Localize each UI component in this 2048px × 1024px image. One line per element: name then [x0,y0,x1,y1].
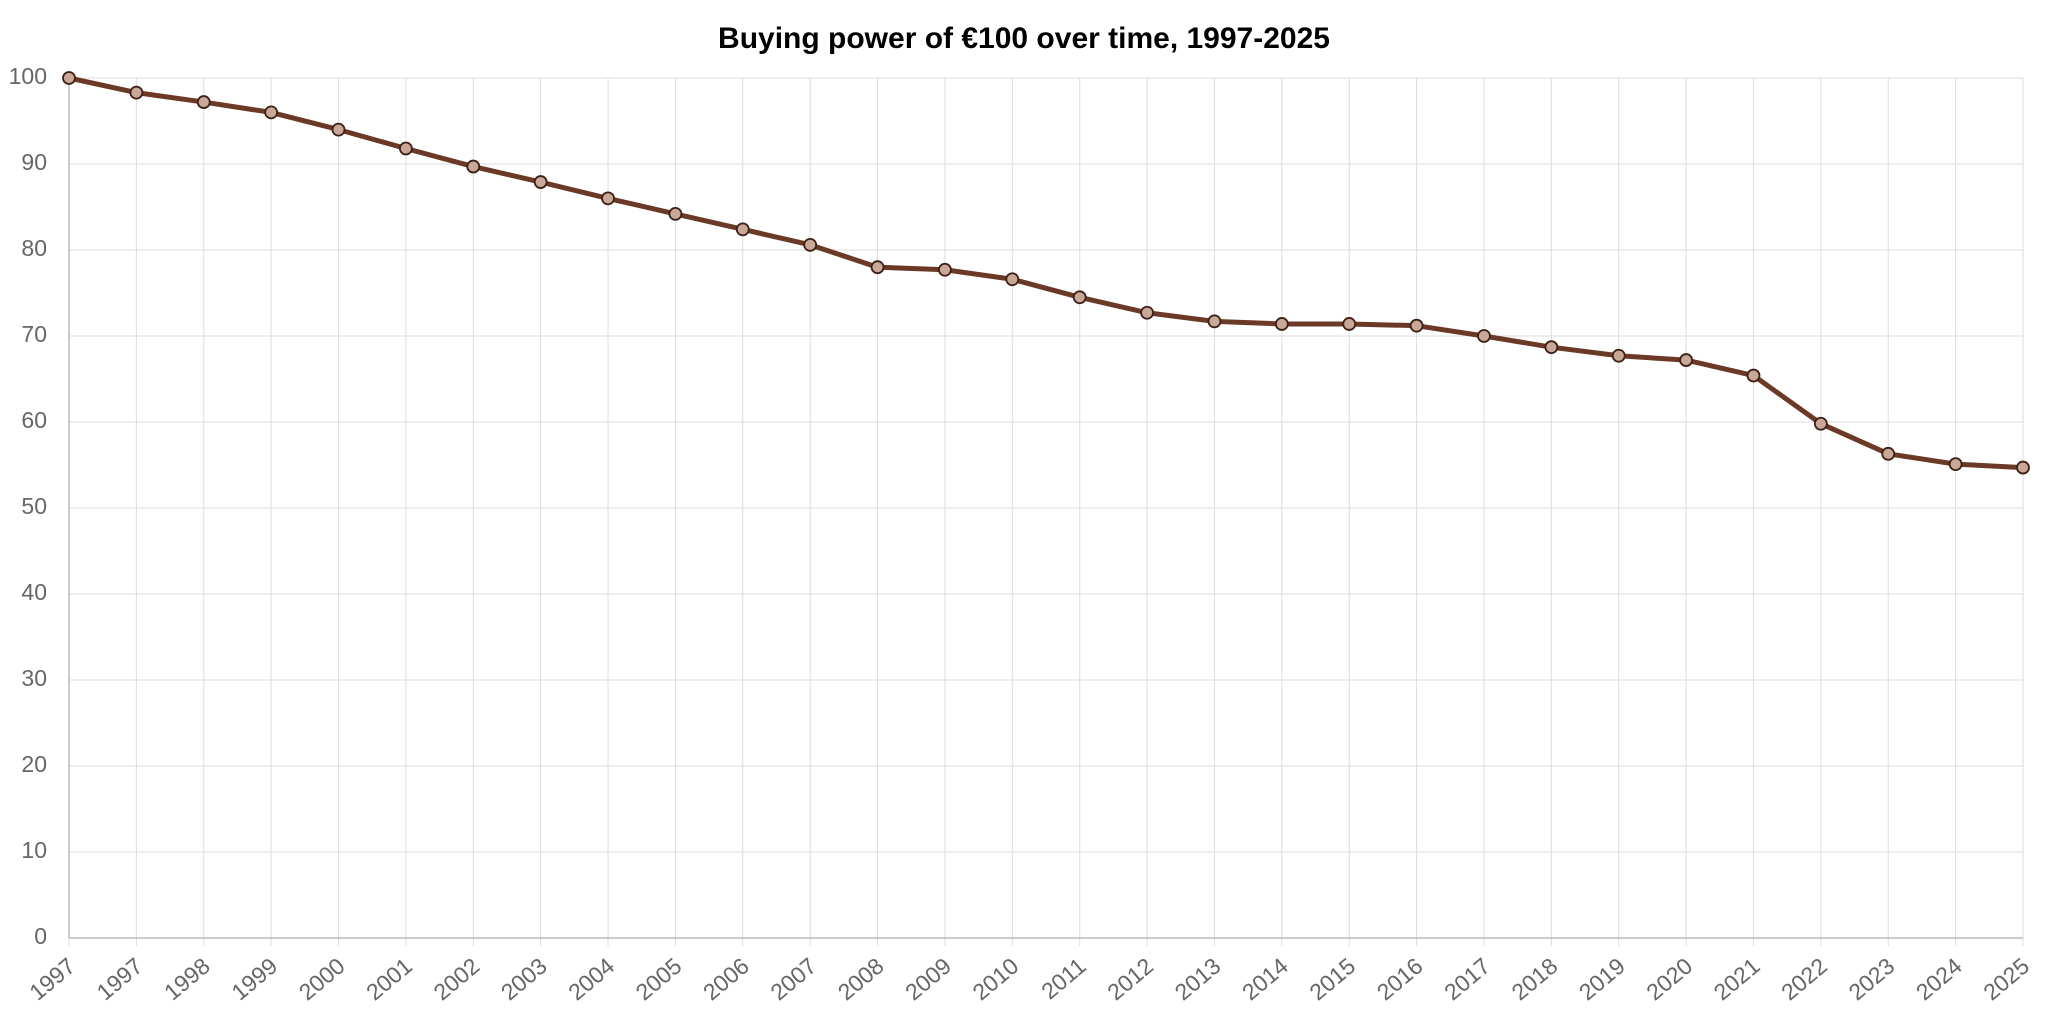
x-tick-label: 2012 [1102,953,1158,1006]
data-point [668,206,683,221]
x-tick-label: 2007 [765,953,821,1006]
x-tick-label: 2019 [1574,953,1630,1006]
data-point [1342,317,1357,331]
chart-title: Buying power of €100 over time, 1997-202… [718,22,1330,55]
x-tick-label: 1997 [24,953,80,1006]
y-tick-label: 80 [21,235,47,261]
data-point [1544,340,1559,355]
data-point [1477,329,1491,343]
data-point [1274,317,1289,331]
x-tick-label: 2014 [1237,952,1293,1005]
data-point [1948,457,1963,472]
x-tick-label: 1998 [159,953,215,1006]
x-tick-label: 2006 [698,953,754,1006]
y-tick-label: 100 [9,63,47,89]
x-tick-label: 2024 [1911,952,1967,1005]
x-tick-label: 2005 [631,953,687,1006]
data-point [601,191,615,206]
x-tick-label: 2008 [833,953,889,1006]
data-point [1072,290,1087,305]
x-tick-label: 2003 [496,953,552,1006]
x-tick-label: 2021 [1709,953,1765,1006]
data-point [466,159,481,174]
x-tick-label: 2010 [968,953,1024,1006]
y-tick-label: 40 [21,579,47,605]
x-tick-label: 2018 [1507,953,1563,1006]
x-tick-label: 2015 [1304,953,1360,1006]
y-tick-label: 30 [21,665,47,691]
data-point [1611,348,1626,363]
data-point [1679,353,1694,367]
x-tick-label: 2000 [294,953,350,1006]
data-point [1881,446,1896,461]
data-point [803,237,818,252]
data-point [533,175,548,189]
y-tick-label: 10 [21,837,47,863]
x-tick-label: 2016 [1372,953,1428,1006]
data-point [196,95,211,109]
x-tick-label: 2011 [1036,953,1091,1005]
x-tick-label: 1999 [226,953,282,1006]
data-point [1140,305,1154,320]
y-tick-label: 60 [21,407,47,433]
data-point [331,122,346,137]
x-tick-label: 2004 [563,952,619,1005]
x-tick-label: 2009 [900,953,956,1006]
y-tick-label: 70 [21,321,47,347]
x-tick-label: 2020 [1641,953,1697,1006]
x-tick-label: 2017 [1439,953,1495,1006]
x-tick-label: 2025 [1978,953,2034,1006]
data-point [1005,272,1020,287]
y-tick-label: 0 [34,923,47,949]
data-point [735,222,750,237]
data-point [1207,314,1222,329]
data-point [62,71,76,85]
x-tick-label: 2002 [428,953,484,1006]
data-point [129,85,144,100]
data-point [2016,460,2030,475]
y-tick-label: 50 [21,493,47,519]
data-point [1813,416,1828,431]
x-tick-label: 1997 [92,953,148,1006]
x-tick-label: 2013 [1170,953,1226,1006]
data-point [264,105,279,120]
x-tick-label: 2001 [361,953,417,1006]
y-tick-label: 90 [21,149,47,175]
line-series [68,75,2024,471]
x-tick-label: 2022 [1776,953,1832,1006]
data-point [870,260,885,275]
y-tick-label: 20 [21,751,47,777]
data-point [1746,368,1761,383]
data-point [398,141,413,156]
data-point [1409,318,1424,333]
data-point [938,262,952,277]
x-tick-label: 2023 [1843,953,1899,1006]
